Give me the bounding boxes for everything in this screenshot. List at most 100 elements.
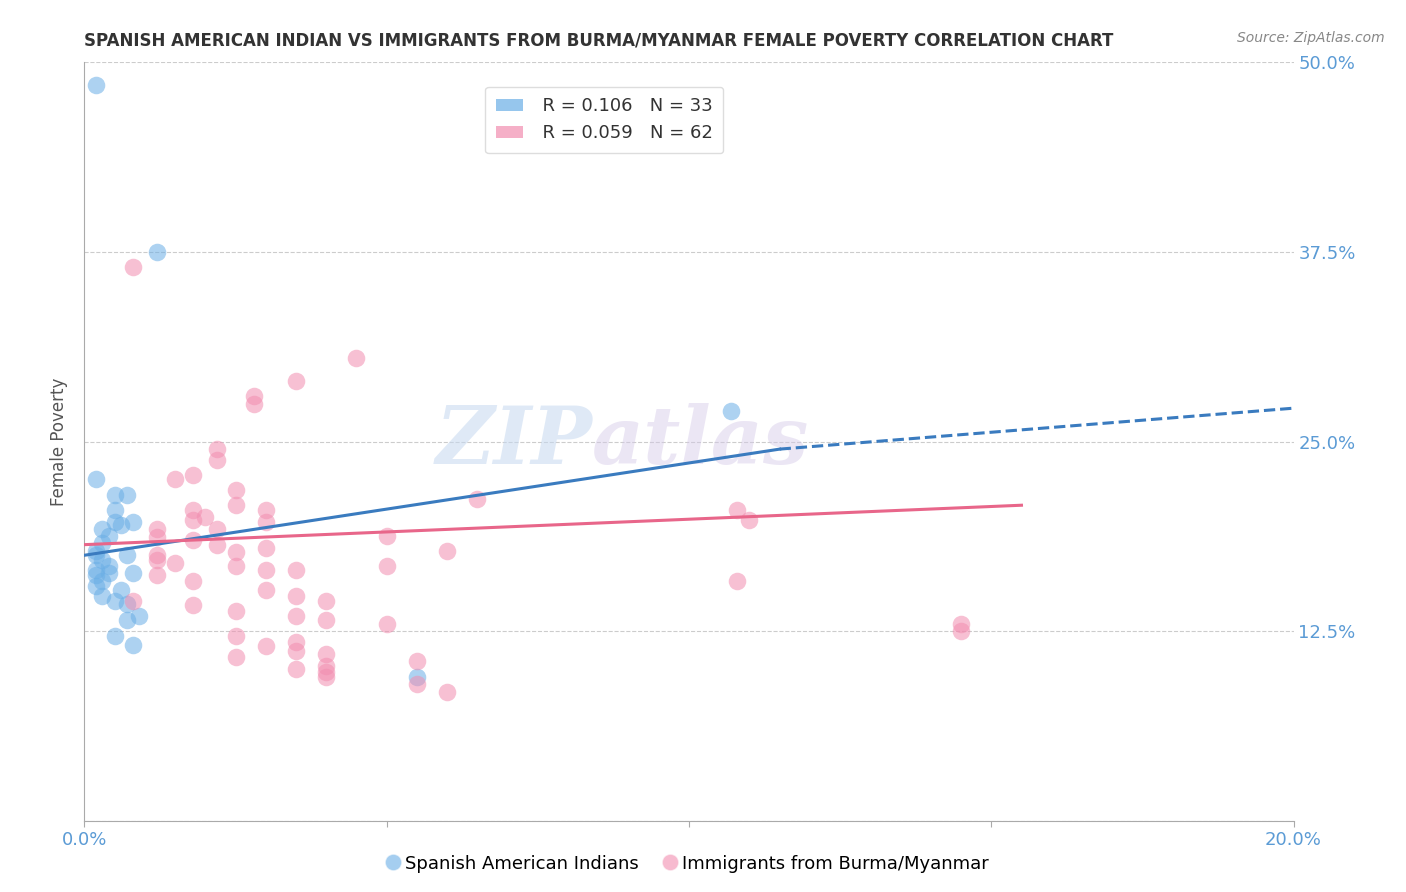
Text: ZIP: ZIP — [436, 403, 592, 480]
Point — [181, 533, 204, 548]
Point — [165, 473, 187, 487]
Point — [375, 558, 398, 573]
Text: Source: ZipAtlas.com: Source: ZipAtlas.com — [1237, 31, 1385, 45]
Point — [115, 548, 138, 563]
Point — [110, 583, 132, 598]
Point — [315, 669, 337, 683]
Point — [436, 685, 458, 699]
Point — [181, 574, 204, 588]
Point — [194, 510, 217, 524]
Point — [110, 517, 132, 532]
Point — [86, 568, 108, 582]
Point — [950, 616, 973, 631]
Point — [285, 374, 308, 388]
Point — [86, 548, 108, 563]
Point — [115, 597, 138, 611]
Point — [115, 487, 138, 501]
Point — [225, 604, 247, 618]
Point — [86, 543, 108, 558]
Y-axis label: Female Poverty: Female Poverty — [51, 377, 69, 506]
Point — [242, 396, 264, 410]
Point — [285, 589, 308, 603]
Point — [146, 548, 169, 563]
Point — [285, 608, 308, 623]
Point — [285, 634, 308, 648]
Text: atlas: atlas — [592, 403, 810, 480]
Point — [285, 662, 308, 676]
Point — [207, 452, 229, 467]
Point — [225, 545, 247, 559]
Point — [104, 487, 127, 501]
Point — [91, 523, 114, 537]
Point — [91, 553, 114, 567]
Point — [207, 442, 229, 457]
Point — [91, 589, 114, 603]
Point — [406, 655, 429, 669]
Point — [181, 467, 204, 482]
Point — [121, 594, 143, 608]
Point — [207, 538, 229, 552]
Point — [725, 503, 748, 517]
Point — [181, 513, 204, 527]
Point — [315, 594, 337, 608]
Point — [315, 659, 337, 673]
Point — [121, 260, 143, 275]
Point — [375, 528, 398, 542]
Point — [254, 541, 277, 555]
Point — [725, 574, 748, 588]
Point — [104, 629, 127, 643]
Text: SPANISH AMERICAN INDIAN VS IMMIGRANTS FROM BURMA/MYANMAR FEMALE POVERTY CORRELAT: SPANISH AMERICAN INDIAN VS IMMIGRANTS FR… — [84, 32, 1114, 50]
Point — [121, 638, 143, 652]
Point — [225, 483, 247, 497]
Point — [225, 558, 247, 573]
Point — [225, 629, 247, 643]
Point — [121, 515, 143, 529]
Point — [97, 558, 120, 573]
Point — [181, 599, 204, 613]
Legend: Spanish American Indians, Immigrants from Burma/Myanmar: Spanish American Indians, Immigrants fro… — [381, 847, 997, 880]
Point — [346, 351, 368, 366]
Point — [86, 564, 108, 578]
Point — [720, 404, 742, 418]
Point — [242, 389, 264, 403]
Point — [97, 566, 120, 581]
Point — [86, 473, 108, 487]
Point — [738, 513, 761, 527]
Point — [406, 669, 429, 683]
Point — [86, 78, 108, 92]
Point — [254, 564, 277, 578]
Point — [207, 523, 229, 537]
Point — [146, 244, 169, 259]
Point — [225, 649, 247, 664]
Point — [115, 614, 138, 628]
Point — [436, 543, 458, 558]
Point — [467, 492, 489, 507]
Point — [254, 639, 277, 653]
Point — [315, 647, 337, 661]
Point — [165, 556, 187, 570]
Point — [146, 568, 169, 582]
Point — [225, 498, 247, 512]
Point — [285, 644, 308, 658]
Point — [315, 614, 337, 628]
Point — [91, 574, 114, 588]
Point — [104, 503, 127, 517]
Point — [254, 583, 277, 598]
Point — [86, 579, 108, 593]
Point — [104, 594, 127, 608]
Point — [146, 530, 169, 544]
Point — [254, 515, 277, 529]
Point — [254, 503, 277, 517]
Point — [375, 616, 398, 631]
Point — [406, 677, 429, 691]
Point — [91, 536, 114, 550]
Point — [128, 608, 150, 623]
Point — [285, 564, 308, 578]
Point — [121, 566, 143, 581]
Point — [950, 624, 973, 639]
Point — [181, 503, 204, 517]
Point — [315, 665, 337, 679]
Point — [104, 515, 127, 529]
Point — [146, 553, 169, 567]
Point — [146, 523, 169, 537]
